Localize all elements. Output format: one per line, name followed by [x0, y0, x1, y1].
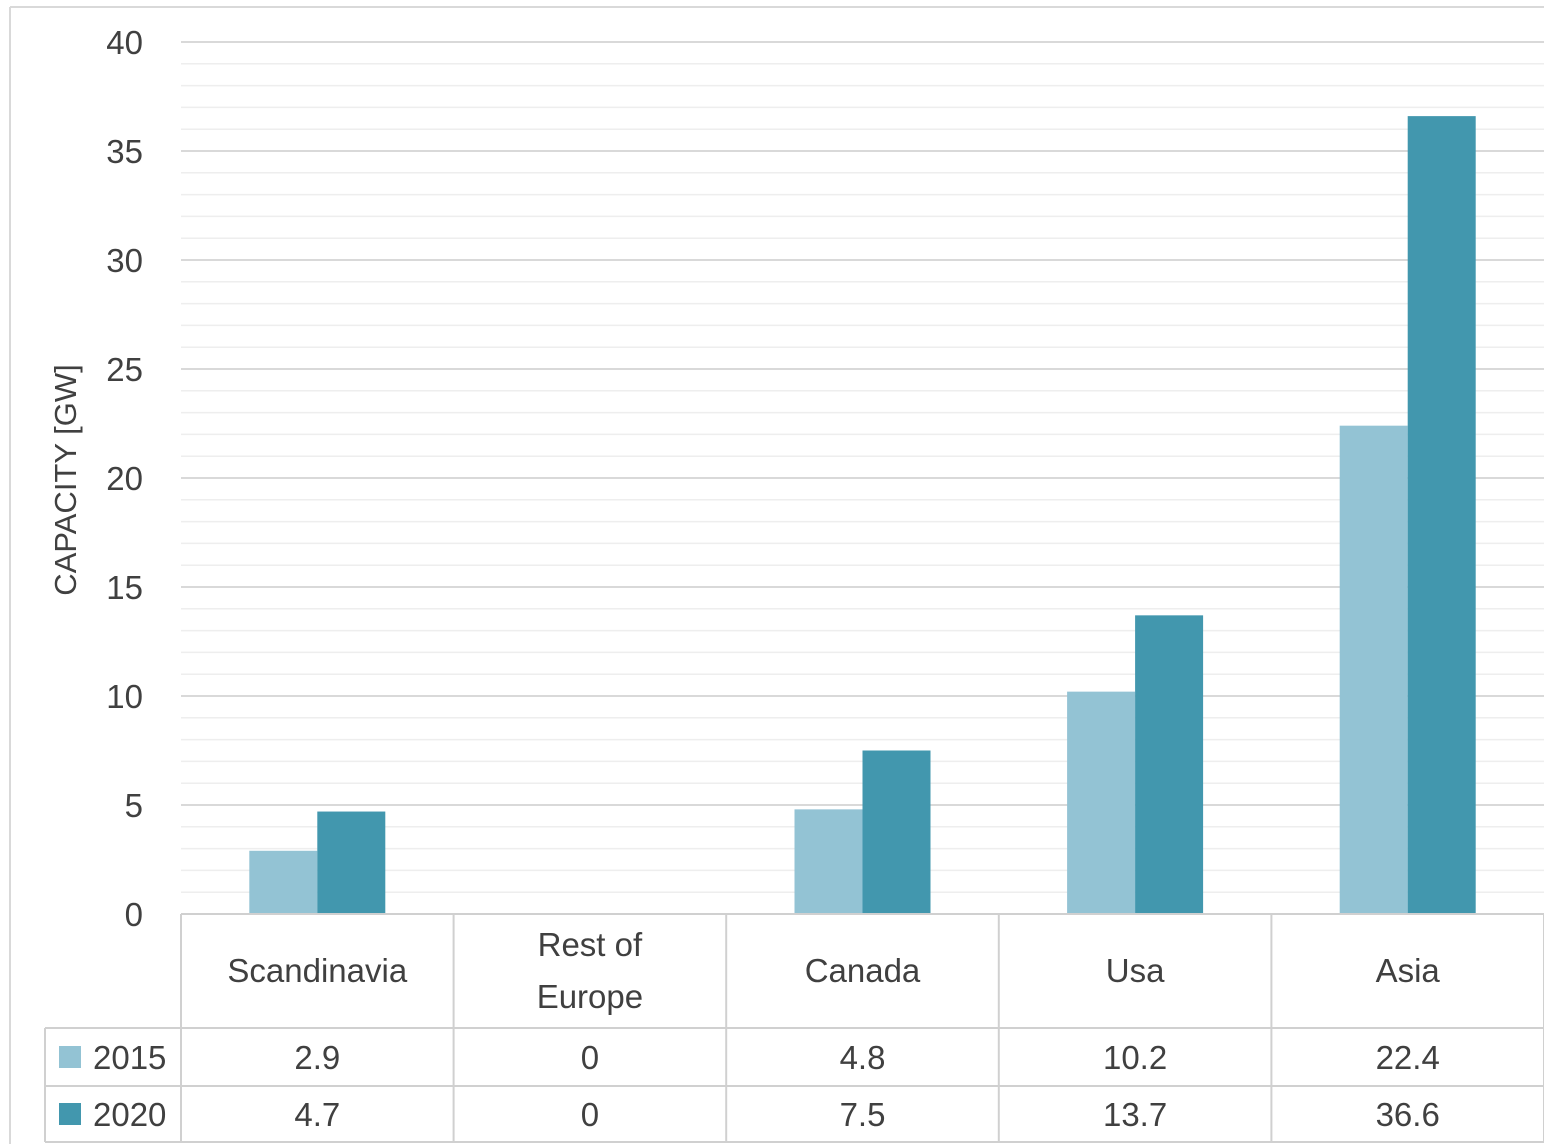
- y-tick-label: 15: [106, 569, 143, 606]
- table-value: 4.8: [840, 1039, 886, 1076]
- table-value: 7.5: [840, 1096, 886, 1133]
- category-label: Rest of: [538, 926, 643, 963]
- table-value: 13.7: [1103, 1096, 1167, 1133]
- category-label: Asia: [1376, 952, 1441, 989]
- bar-2020-2: [862, 750, 931, 914]
- bar-2020-0: [317, 811, 386, 914]
- bar-2020-3: [1135, 615, 1204, 914]
- y-tick-label: 30: [106, 242, 143, 279]
- bar-2015-2: [794, 809, 863, 914]
- bar-2020-4: [1407, 116, 1476, 915]
- category-label: Canada: [805, 952, 921, 989]
- bar-2015-0: [249, 850, 318, 914]
- legend-swatch-2020: [59, 1103, 81, 1125]
- y-tick-label: 10: [106, 678, 143, 715]
- y-tick-label: 20: [106, 460, 143, 497]
- y-tick-label: 5: [125, 787, 143, 824]
- category-label: Europe: [537, 978, 643, 1015]
- y-tick-label: 25: [106, 351, 143, 388]
- y-tick-label: 40: [106, 24, 143, 61]
- y-tick-label: 35: [106, 133, 143, 170]
- gridlines: [9, 6, 1544, 1144]
- legend-label-2020: 2020: [93, 1096, 166, 1133]
- table-value: 36.6: [1376, 1096, 1440, 1133]
- legend-label-2015: 2015: [93, 1039, 166, 1076]
- table-value: 0: [581, 1039, 599, 1076]
- table-value: 10.2: [1103, 1039, 1167, 1076]
- data-table: Scandinavia Rest of Europe Canada Usa Asia 201…: [44, 913, 1544, 1143]
- category-label: Scandinavia: [227, 952, 407, 989]
- table-value: 22.4: [1376, 1039, 1440, 1076]
- bar-2015-4: [1339, 425, 1408, 914]
- table-value: 0: [581, 1096, 599, 1133]
- y-axis-label: CAPACITY [GW]: [48, 364, 83, 595]
- table-value: 4.7: [294, 1096, 340, 1133]
- y-tick-label: 0: [125, 896, 143, 933]
- table-value: 2.9: [294, 1039, 340, 1076]
- category-label: Usa: [1106, 952, 1165, 989]
- y-axis-ticks: 0 5 10 15 20 25 30 35 40: [106, 24, 143, 933]
- legend-swatch-2015: [59, 1046, 81, 1068]
- bars: [249, 116, 1476, 915]
- bar-2015-3: [1067, 691, 1136, 914]
